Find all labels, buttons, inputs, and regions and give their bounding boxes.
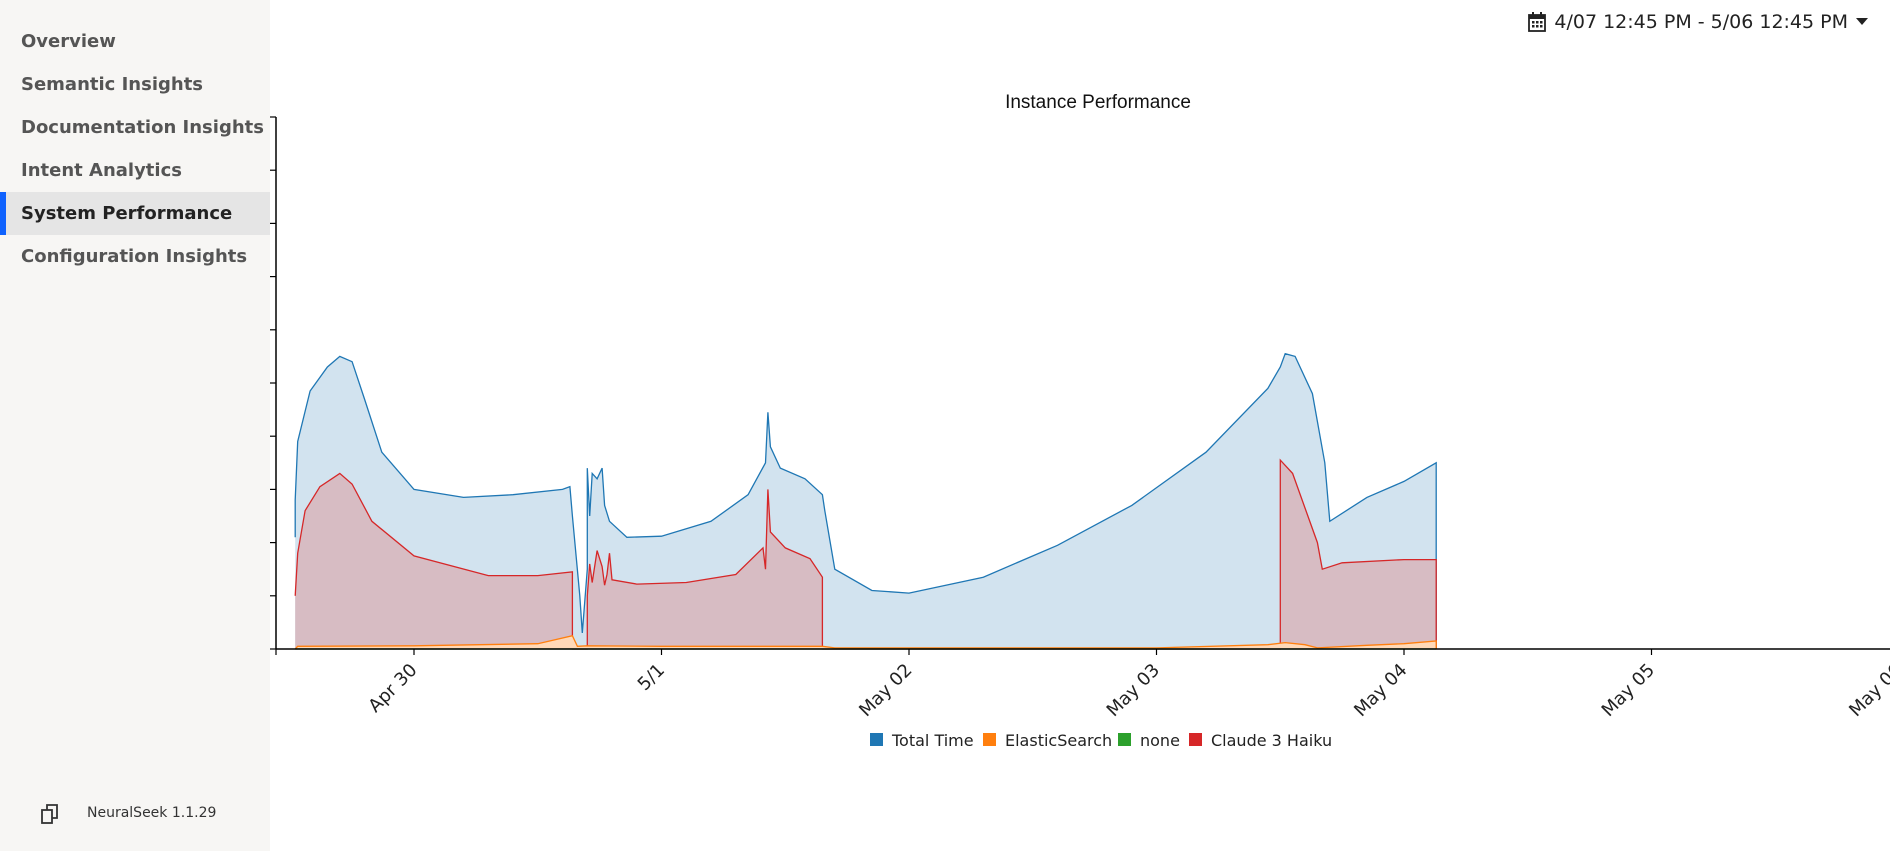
series-line-claude-3-haiku <box>294 458 1437 650</box>
x-tick-label: May 05 <box>1598 660 1659 721</box>
series-line-total-time <box>294 352 1437 649</box>
legend-label-none: none <box>1140 731 1180 750</box>
legend-label-elasticsearch: ElasticSearch <box>1005 731 1112 750</box>
sidebar-footer: NeuralSeek 1.1.29 <box>0 799 270 829</box>
sidebar-item-configuration-insights[interactable]: Configuration Insights <box>21 246 248 267</box>
sidebar-item-documentation-insights[interactable]: Documentation Insights <box>21 117 264 138</box>
x-tick-label: May 04 <box>1350 660 1411 721</box>
calendar-icon <box>1528 12 1547 32</box>
chart-legend: Total Time ElasticSearch none Claude 3 Haik… <box>870 731 1332 750</box>
legend-swatch-total-time <box>870 733 883 746</box>
series-line-elasticsearch <box>294 634 1437 650</box>
x-tick-label: May 02 <box>855 660 916 721</box>
sidebar-item-system-performance[interactable]: System Performance <box>0 192 270 235</box>
date-range-picker[interactable]: 4/07 12:45 PM - 5/06 12:45 PM <box>1528 10 1868 34</box>
chart-title: Instance Performance <box>1005 92 1191 113</box>
chart-areas <box>294 352 1437 650</box>
version-label: NeuralSeek 1.1.29 <box>87 805 217 821</box>
date-range-label: 4/07 12:45 PM - 5/06 12:45 PM <box>1554 11 1848 33</box>
caret-down-icon <box>1856 18 1868 25</box>
copy-icon[interactable] <box>40 803 60 825</box>
sidebar-nav: Overview Semantic Insights Documentation I… <box>0 20 270 278</box>
x-tick-label: Apr 30 <box>364 660 421 717</box>
series-area-total-time <box>295 353 1437 649</box>
legend-swatch-claude-3-haiku <box>1189 733 1202 746</box>
series-area-claude-3-haiku <box>295 460 1437 649</box>
legend-swatch-none <box>1118 733 1131 746</box>
x-tick-label: May 06 <box>1845 660 1890 721</box>
legend-swatch-elasticsearch <box>983 733 996 746</box>
legend-label-claude-3-haiku: Claude 3 Haiku <box>1211 731 1332 750</box>
sidebar-item-overview[interactable]: Overview <box>21 31 116 52</box>
legend-label-total-time: Total Time <box>891 731 974 750</box>
sidebar-item-semantic-insights[interactable]: Semantic Insights <box>21 74 204 95</box>
x-tick-label: 5/1 <box>634 660 669 695</box>
sidebar: Overview Semantic Insights Documentation I… <box>0 0 270 851</box>
x-tick-label: May 03 <box>1103 660 1164 721</box>
sidebar-item-intent-analytics[interactable]: Intent Analytics <box>21 160 182 181</box>
